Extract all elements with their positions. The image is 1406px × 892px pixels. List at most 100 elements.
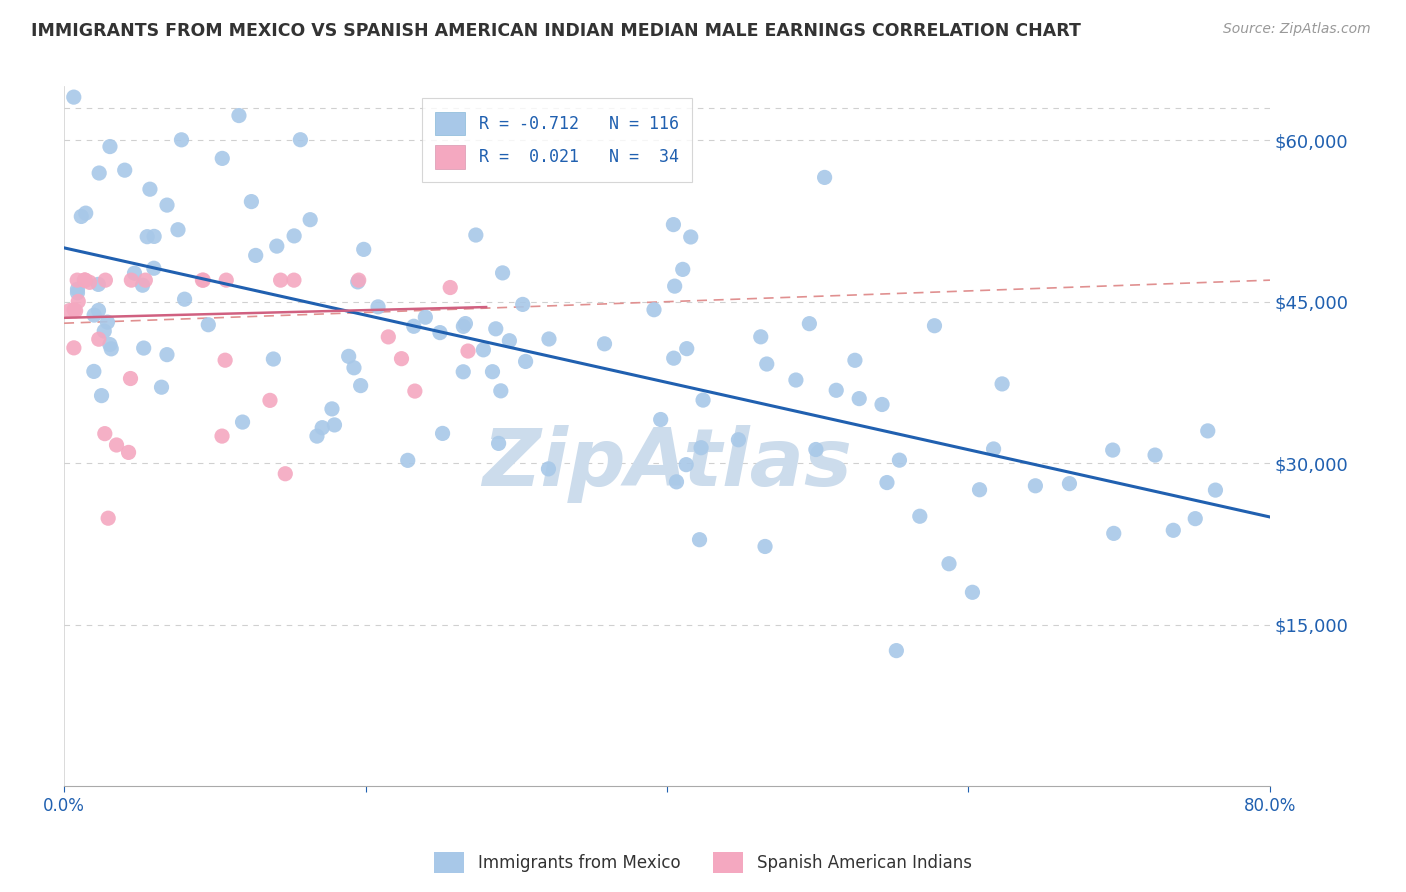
Point (391, 351, 413, 366)
Point (87, 277, 110, 292)
Point (305, 429, 328, 443)
Point (457, 344, 479, 359)
Point (142, 261, 165, 276)
Point (404, 384, 426, 398)
Point (321, 401, 343, 416)
Point (83, 308, 105, 322)
Point (283, 228, 305, 243)
Point (346, 275, 368, 289)
Point (97, 511, 120, 525)
Point (1059, 476, 1081, 491)
Point (451, 365, 474, 379)
Point (675, 458, 697, 472)
Point (692, 393, 714, 408)
Point (813, 170, 835, 185)
Point (90, 389, 112, 403)
Point (262, 351, 284, 366)
Point (83, 364, 105, 378)
Point (94, 426, 117, 441)
Point (665, 475, 688, 489)
Point (924, 318, 946, 333)
Point (754, 540, 776, 554)
Point (1161, 524, 1184, 538)
Point (870, 397, 893, 411)
Point (120, 371, 142, 385)
Point (114, 163, 136, 178)
Point (132, 341, 155, 355)
Point (311, 420, 333, 434)
Point (643, 302, 665, 317)
Point (353, 243, 375, 257)
Point (75, 206, 97, 220)
Point (848, 392, 870, 406)
Point (274, 467, 297, 481)
Text: ZipAtlas: ZipAtlas (482, 425, 852, 503)
Point (131, 278, 153, 293)
Point (215, 273, 238, 287)
Point (488, 436, 510, 450)
Point (727, 433, 749, 447)
Point (675, 342, 697, 356)
Point (664, 279, 686, 293)
Point (143, 229, 166, 244)
Point (1197, 424, 1219, 438)
Point (167, 223, 190, 237)
Point (173, 292, 195, 306)
Point (537, 462, 560, 476)
Point (240, 194, 263, 209)
Point (139, 182, 162, 196)
Point (197, 318, 219, 332)
Point (498, 334, 520, 348)
Point (804, 442, 827, 457)
Point (150, 380, 173, 394)
Point (367, 300, 389, 314)
Point (1144, 448, 1167, 462)
Point (232, 415, 254, 429)
Legend: Immigrants from Mexico, Spanish American Indians: Immigrants from Mexico, Spanish American… (427, 846, 979, 880)
Point (962, 585, 984, 599)
Point (491, 266, 513, 280)
Point (94, 273, 117, 287)
Point (453, 319, 475, 334)
Point (662, 351, 685, 366)
Point (489, 384, 512, 398)
Point (98, 139, 121, 153)
Point (299, 212, 322, 227)
Point (100, 342, 122, 356)
Point (593, 336, 616, 351)
Point (290, 133, 312, 147)
Point (347, 273, 370, 287)
Point (120, 273, 142, 287)
Point (270, 273, 292, 287)
Point (63, 341, 86, 355)
Point (193, 273, 215, 287)
Point (485, 322, 508, 336)
Point (402, 319, 425, 334)
Point (211, 152, 233, 166)
Point (266, 239, 288, 253)
Point (889, 453, 911, 467)
Point (93, 324, 115, 338)
Point (429, 326, 451, 340)
Point (124, 266, 146, 280)
Point (63, 302, 86, 317)
Point (537, 332, 560, 346)
Point (211, 429, 233, 443)
Point (1101, 443, 1123, 458)
Point (117, 445, 139, 459)
Point (70, 210, 93, 224)
Point (1184, 511, 1206, 525)
Point (799, 317, 821, 331)
Point (396, 453, 419, 467)
Point (749, 330, 772, 344)
Point (259, 393, 281, 408)
Point (170, 133, 193, 147)
Point (337, 350, 360, 364)
Point (79, 276, 101, 290)
Point (377, 330, 399, 344)
Point (844, 353, 866, 368)
Point (464, 227, 486, 242)
Point (323, 417, 346, 432)
Point (886, 643, 908, 657)
Point (969, 483, 991, 497)
